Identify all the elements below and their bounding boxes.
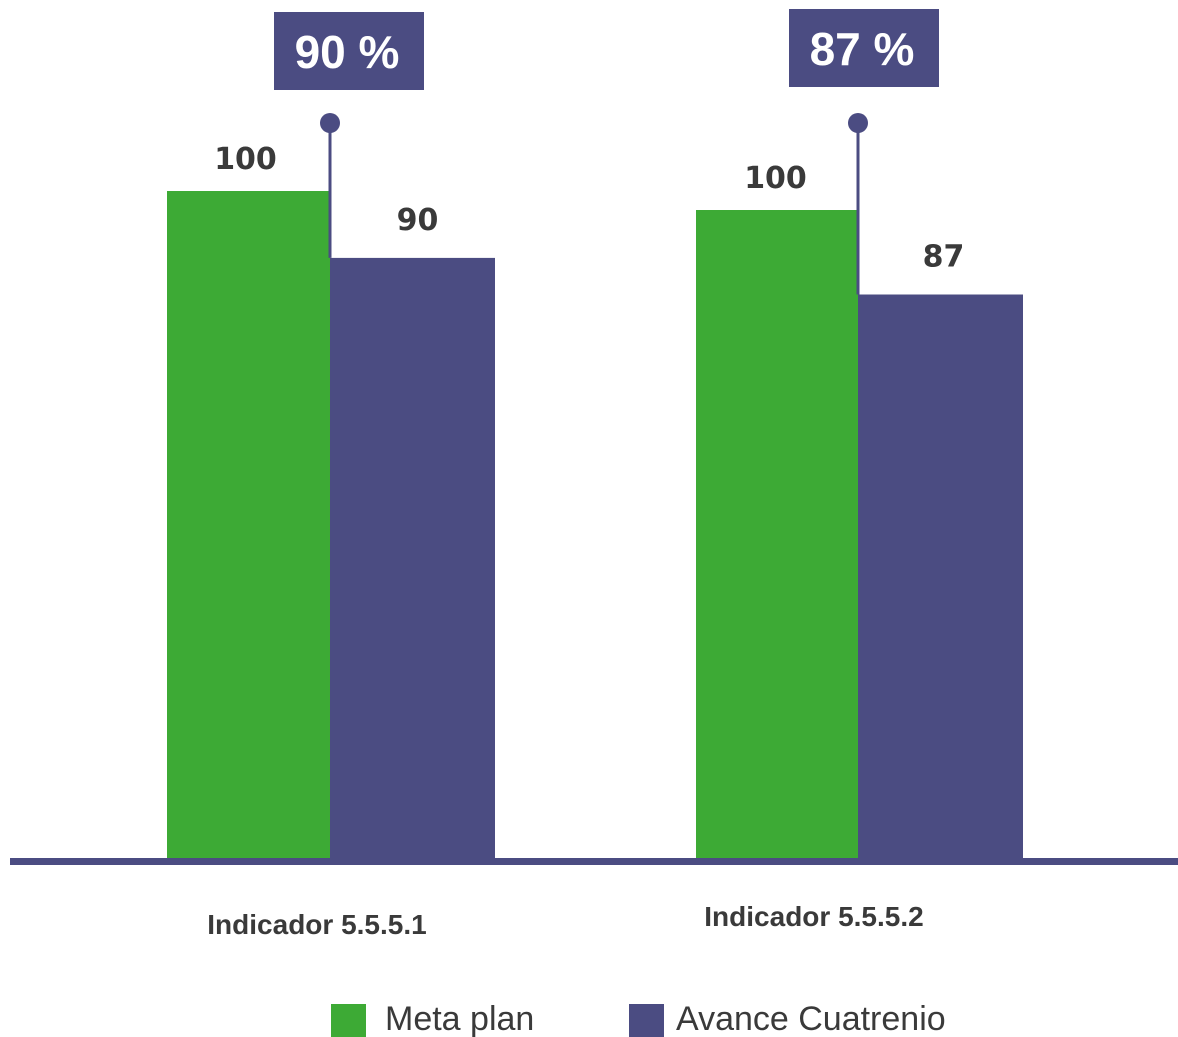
legend-label-avance-cuatrenio: Avance Cuatrenio (676, 1000, 946, 1037)
percent-callout-box-2 (789, 9, 939, 87)
percent-callout-box-1 (274, 12, 424, 90)
category-label-indicador-5-5-5-1: Indicador 5.5.5.1 (207, 909, 426, 940)
bar-meta-plan-indicador-5-5-5-2 (696, 210, 859, 860)
bar-meta-plan-indicador-5-5-5-1 (167, 191, 330, 860)
legend-label-meta-plan: Meta plan (385, 1000, 534, 1037)
value-label-meta-plan-2: 100 (744, 161, 807, 196)
value-label-avance-2: 87 (923, 240, 965, 275)
percent-pin-dot-1 (320, 113, 340, 133)
percent-callout-label-1: 90 % (295, 26, 400, 78)
category-label-indicador-5-5-5-2: Indicador 5.5.5.2 (704, 901, 923, 932)
value-label-avance-1: 90 (397, 203, 439, 238)
value-label-meta-plan-1: 100 (214, 142, 277, 177)
bar-avance-cuatrenio-indicador-5-5-5-2 (858, 294, 1023, 860)
legend-swatch-avance-cuatrenio (629, 1004, 664, 1037)
legend: Meta plan Avance Cuatrenio (331, 1000, 946, 1037)
legend-swatch-meta-plan (331, 1004, 366, 1037)
x-axis-baseline (10, 858, 1178, 865)
percent-callout-label-2: 87 % (810, 23, 915, 75)
bar-avance-cuatrenio-indicador-5-5-5-1 (330, 257, 495, 860)
percent-pin-dot-2 (848, 113, 868, 133)
